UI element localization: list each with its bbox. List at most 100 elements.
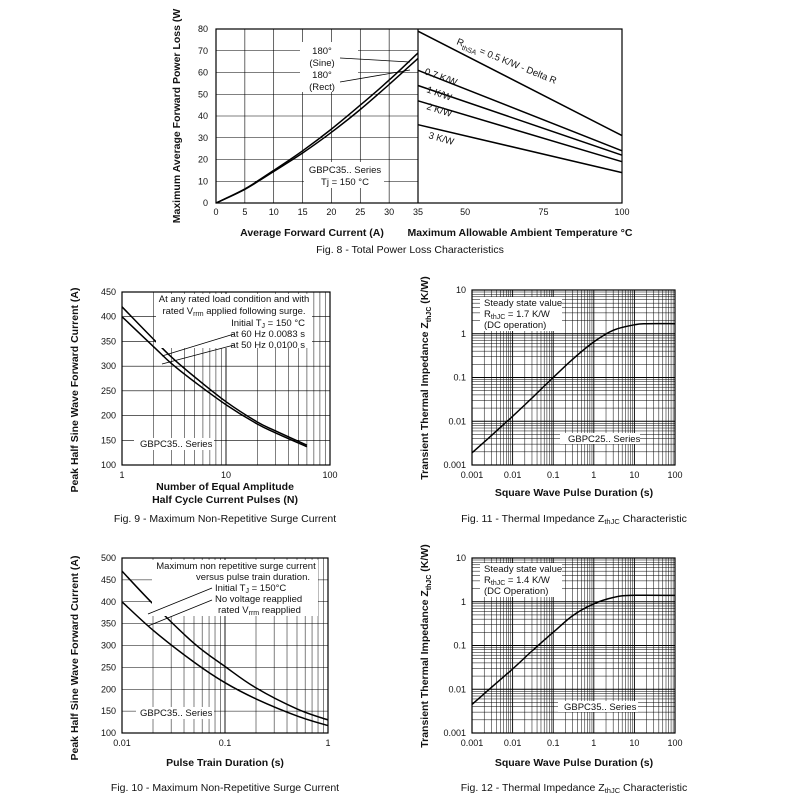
fig8-xtick: 15: [298, 207, 308, 217]
fig12-xtick: 0.01: [504, 738, 522, 748]
fig8-right-series-2: [417, 84, 623, 156]
fig8-caption: Fig. 8 - Total Power Loss Characteristic…: [316, 244, 504, 256]
fig8-tj-label: Tj = 150 °C: [321, 177, 369, 188]
fig9-annotation-bg: [156, 294, 312, 348]
fig12-note-3: (DC Operation): [484, 586, 548, 597]
fig8-sine-top: 180°: [312, 46, 332, 57]
fig11-xtick: 10: [629, 470, 639, 480]
fig8-right-series-3: [417, 100, 623, 163]
fig8-xtick: 25: [355, 207, 365, 217]
fig11-frame: [471, 289, 676, 466]
fig12-ytick: 0.01: [448, 684, 466, 694]
fig11-xtick: 100: [667, 470, 682, 480]
fig11-note-3: (DC operation): [484, 320, 546, 331]
fig8-xtick: 35: [413, 207, 423, 217]
fig9-ytick: 300: [101, 361, 116, 371]
fig9-xtick: 10: [221, 470, 231, 480]
fig8-ytick: 80: [198, 24, 208, 34]
fig11-annotation-bg: [480, 297, 562, 331]
fig8-xtick: 0: [213, 207, 218, 217]
fig10-ytick: 400: [101, 597, 116, 607]
fig12-caption: Fig. 12 - Thermal Impedance ZthJC Charac…: [461, 782, 687, 795]
fig8-xtick-right: 100: [614, 207, 629, 217]
fig11-series-0: [471, 322, 676, 454]
fig10-series-bg: [136, 707, 214, 719]
fig9-leader-50hz: [161, 344, 235, 365]
fig9-series-bg: [134, 438, 214, 450]
fig11-xtick: 0.1: [547, 470, 560, 480]
fig9-ylabel: Peak Half Sine Wave Forward Current (A): [69, 288, 81, 493]
fig10-ytick: 100: [101, 728, 116, 738]
fig11-ytick: 0.001: [443, 460, 466, 470]
fig8-xtick-right: 75: [539, 207, 549, 217]
fig12-xtick: 100: [667, 738, 682, 748]
fig9-note-4: at 60 Hz 0.0083 s: [231, 329, 306, 340]
fig10-tick-labels: 100 150 200 250 300 350 400 450 500 0.01 0.1 1: [101, 553, 331, 748]
fig10-xtick: 0.1: [219, 738, 232, 748]
fig9-frame: [121, 291, 331, 466]
fig10-ytick: 300: [101, 641, 116, 651]
fig12-annotation-bg: [480, 563, 562, 597]
fig8-right-series-1: [417, 69, 623, 152]
fig11-xtick: 0.01: [504, 470, 522, 480]
fig12-note-1: Steady state value: [484, 564, 562, 575]
fig10-note-3: Initial TJ = 150°C: [215, 583, 286, 595]
fig8-xtick: 30: [384, 207, 394, 217]
fig12-thermal-impedance: 0.001 0.01 0.1 1 10 0.001 0.01 0.1 1 10 100 Transi…: [419, 544, 687, 795]
fig8-rect-top: 180°: [312, 70, 332, 81]
fig8-ytick: 30: [198, 133, 208, 143]
fig8-xtick-right: 50: [460, 207, 470, 217]
fig12-curves: [471, 594, 676, 705]
fig10-frame: [121, 557, 329, 734]
fig8-xtick: 20: [326, 207, 336, 217]
fig9-ytick: 400: [101, 312, 116, 322]
fig8-sine-bottom: (Sine): [309, 58, 334, 69]
fig9-leader-60hz: [161, 333, 235, 357]
fig8-xtick: 10: [269, 207, 279, 217]
fig10-ylabel: Peak Half Sine Wave Forward Current (A): [69, 556, 81, 761]
fig12-xlabel: Square Wave Pulse Duration (s): [495, 757, 653, 769]
fig9-series-0: [121, 306, 308, 446]
fig11-series-bg: [560, 433, 640, 444]
fig10-annotation-bg: [152, 560, 318, 616]
fig12-ytick: 1: [461, 597, 466, 607]
fig12-ytick: 10: [456, 553, 466, 563]
fig9-series-1: [121, 316, 308, 448]
fig11-ytick: 1: [461, 329, 466, 339]
fig8-ytick: 40: [198, 111, 208, 121]
fig10-leader-upper: [147, 587, 213, 615]
fig10-note-1: Maximum non repetitive surge current: [156, 561, 316, 572]
fig10-xlabel: Pulse Train Duration (s): [166, 757, 284, 769]
fig12-xtick: 0.1: [547, 738, 560, 748]
fig12-series-0: [471, 594, 676, 705]
fig11-ylabel: Transient Thermal Impedance ZthJC (K/W): [419, 276, 433, 479]
fig10-ytick: 350: [101, 619, 116, 629]
fig9-surge-current-cycles: 100 150 200 250 300 350 400 450 1 10 100 Peak Half…: [69, 287, 338, 525]
fig12-xtick: 0.001: [461, 738, 484, 748]
fig8-xlabel-right: Maximum Allowable Ambient Temperature °C: [408, 227, 633, 239]
fig10-surge-current-duration: 100 150 200 250 300 350 400 450 500 0.01 0.1 1 Peak…: [69, 553, 339, 794]
fig9-note-2: rated Vrrm applied following surge.: [162, 306, 305, 318]
fig11-caption: Fig. 11 - Thermal Impedance ZthJC Charac…: [461, 513, 687, 526]
fig8-ytick: 70: [198, 46, 208, 56]
fig10-note-5: rated Vrrm reapplied: [218, 605, 301, 617]
fig10-ytick: 200: [101, 684, 116, 694]
fig8-sine-leader: [339, 57, 411, 63]
fig9-grid: [122, 292, 330, 465]
fig12-ylabel: Transient Thermal Impedance ZthJC (K/W): [419, 544, 433, 747]
fig11-note-1: Steady state value: [484, 298, 562, 309]
fig9-curves: [121, 306, 308, 448]
fig12-note-2: RthJC = 1.4 K/W: [484, 575, 550, 587]
fig8-frame: [215, 28, 623, 204]
fig8-ylabel: Maximum Average Forward Power Loss (W: [171, 9, 183, 224]
fig9-xtick: 100: [322, 470, 337, 480]
fig9-ytick: 100: [101, 460, 116, 470]
fig11-curves: [471, 322, 676, 454]
fig10-ytick: 500: [101, 553, 116, 563]
fig8-series-label: GBPC35.. Series: [309, 165, 382, 176]
fig8-tick-labels: 0 10 20 30 40 50 60 70 80 0 5 10 15 20 25 30 35 50 75 100: [198, 24, 630, 217]
fig10-series-label: GBPC35.. Series: [140, 708, 213, 719]
fig11-series-label: GBPC25.. Series: [568, 434, 641, 445]
fig10-caption: Fig. 10 - Maximum Non-Repetitive Surge C…: [111, 782, 339, 794]
